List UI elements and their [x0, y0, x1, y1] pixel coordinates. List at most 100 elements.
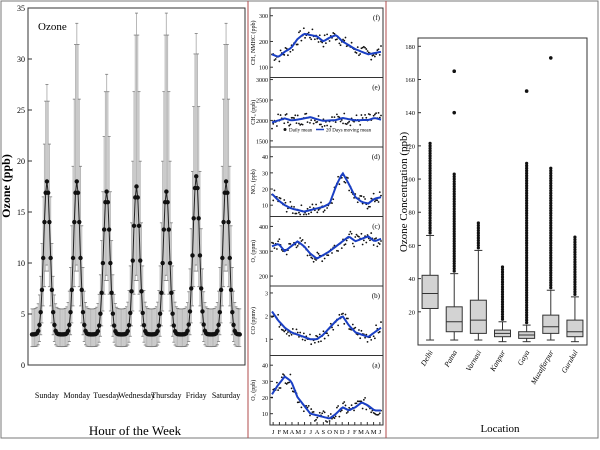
- outlier-point: [476, 236, 480, 240]
- daily-point: [360, 195, 363, 197]
- mean-point: [160, 260, 165, 266]
- daily-point: [369, 113, 371, 116]
- daily-point: [317, 252, 320, 255]
- outlier-point: [525, 189, 529, 193]
- daily-point: [295, 122, 298, 125]
- outlier-point: [549, 174, 553, 178]
- daily-point: [359, 123, 362, 126]
- mean-point: [82, 322, 87, 328]
- daily-point: [289, 50, 292, 53]
- outlier-point: [549, 281, 553, 285]
- daily-point: [358, 235, 360, 238]
- y-tick-label: 140: [405, 110, 415, 117]
- daily-point: [359, 337, 362, 340]
- outlier-point: [549, 278, 553, 282]
- outlier-point: [573, 272, 577, 277]
- mean-point: [79, 287, 84, 293]
- outlier-point: [525, 164, 529, 168]
- y-tick-label: 300: [259, 250, 268, 256]
- outlier-point: [549, 241, 553, 245]
- daily-point: [306, 254, 309, 257]
- moving-mean-line: [271, 375, 381, 420]
- outlier-point: [549, 191, 553, 195]
- daily-point: [365, 116, 368, 119]
- daily-point: [331, 116, 333, 118]
- outlier-point: [525, 278, 529, 282]
- daily-point: [366, 340, 369, 343]
- daily-point: [298, 31, 300, 34]
- mean-point: [166, 227, 172, 232]
- y-tick-label: 30: [262, 380, 268, 386]
- daily-point: [317, 115, 320, 117]
- outlier-point: [428, 156, 432, 160]
- x-tick-label: J: [347, 429, 350, 436]
- mean-point: [74, 179, 79, 184]
- outlier-point: [525, 263, 529, 267]
- outlier-point: [476, 228, 480, 233]
- panel-label: (d): [372, 153, 381, 161]
- y-axis-title: CO (ppmv): [250, 307, 257, 335]
- daily-point: [289, 373, 292, 376]
- outlier-point: [428, 226, 432, 230]
- daily-point: [366, 234, 369, 236]
- mean-point: [139, 289, 144, 294]
- daily-point: [358, 54, 360, 57]
- outlier-point: [549, 268, 553, 272]
- daily-point: [304, 339, 306, 342]
- outlier-point: [549, 213, 553, 218]
- outlier-point: [549, 233, 553, 238]
- daily-point: [372, 192, 375, 195]
- y-tick-label: 0: [21, 361, 25, 370]
- daily-point: [336, 113, 338, 116]
- x-tick-label: Gurukul: [559, 349, 579, 375]
- outlier-point: [525, 196, 529, 200]
- outlier-point: [452, 222, 456, 226]
- daily-point: [355, 402, 358, 405]
- outlier-point: [476, 246, 480, 250]
- outlier-point: [525, 223, 529, 228]
- daily-point: [310, 119, 313, 122]
- daily-point: [309, 206, 311, 209]
- daily-point: [311, 203, 314, 206]
- outlier-point: [549, 253, 553, 257]
- outlier-point: [476, 231, 480, 235]
- outlier-point: [525, 204, 529, 208]
- daily-point: [365, 48, 368, 50]
- mean-point: [200, 309, 205, 314]
- daily-point: [298, 401, 300, 404]
- daily-point: [322, 45, 325, 48]
- x-tick-label: Kanpur: [487, 348, 507, 373]
- outlier-point: [549, 243, 553, 248]
- x-tick-label: Monday: [63, 391, 90, 400]
- y-tick-label: 1500: [256, 139, 268, 145]
- daily-point: [298, 211, 300, 214]
- daily-point: [296, 244, 299, 247]
- daily-point: [364, 114, 366, 116]
- outlier-point: [525, 181, 529, 185]
- outlier-point: [476, 223, 480, 228]
- outlier-point: [452, 262, 456, 266]
- outlier-point: [428, 191, 432, 195]
- daily-point: [350, 404, 353, 407]
- daily-point: [372, 114, 375, 117]
- y-axis: 0 5 10 15 20 25 30 35: [17, 4, 32, 370]
- y-tick-label: 5: [21, 310, 25, 319]
- legend-label-moving: 20 Days moving mean: [326, 129, 372, 134]
- outlier-point: [549, 181, 553, 185]
- daily-point: [377, 201, 380, 203]
- outlier-point: [428, 164, 432, 168]
- outlier-point: [525, 243, 529, 248]
- daily-point: [380, 114, 382, 117]
- outlier-point: [428, 176, 432, 180]
- outlier-point: [428, 218, 432, 223]
- y-axis-title: O₃ (ppb): [250, 380, 257, 401]
- daily-point: [353, 120, 355, 123]
- outlier-point: [525, 161, 529, 165]
- y-tick-label: 40: [262, 364, 268, 370]
- daily-point: [324, 42, 327, 45]
- outlier-point: [500, 300, 505, 304]
- daily-point: [350, 232, 353, 235]
- mean-point: [167, 260, 173, 266]
- mean-point: [65, 328, 71, 334]
- mean-point: [128, 310, 133, 316]
